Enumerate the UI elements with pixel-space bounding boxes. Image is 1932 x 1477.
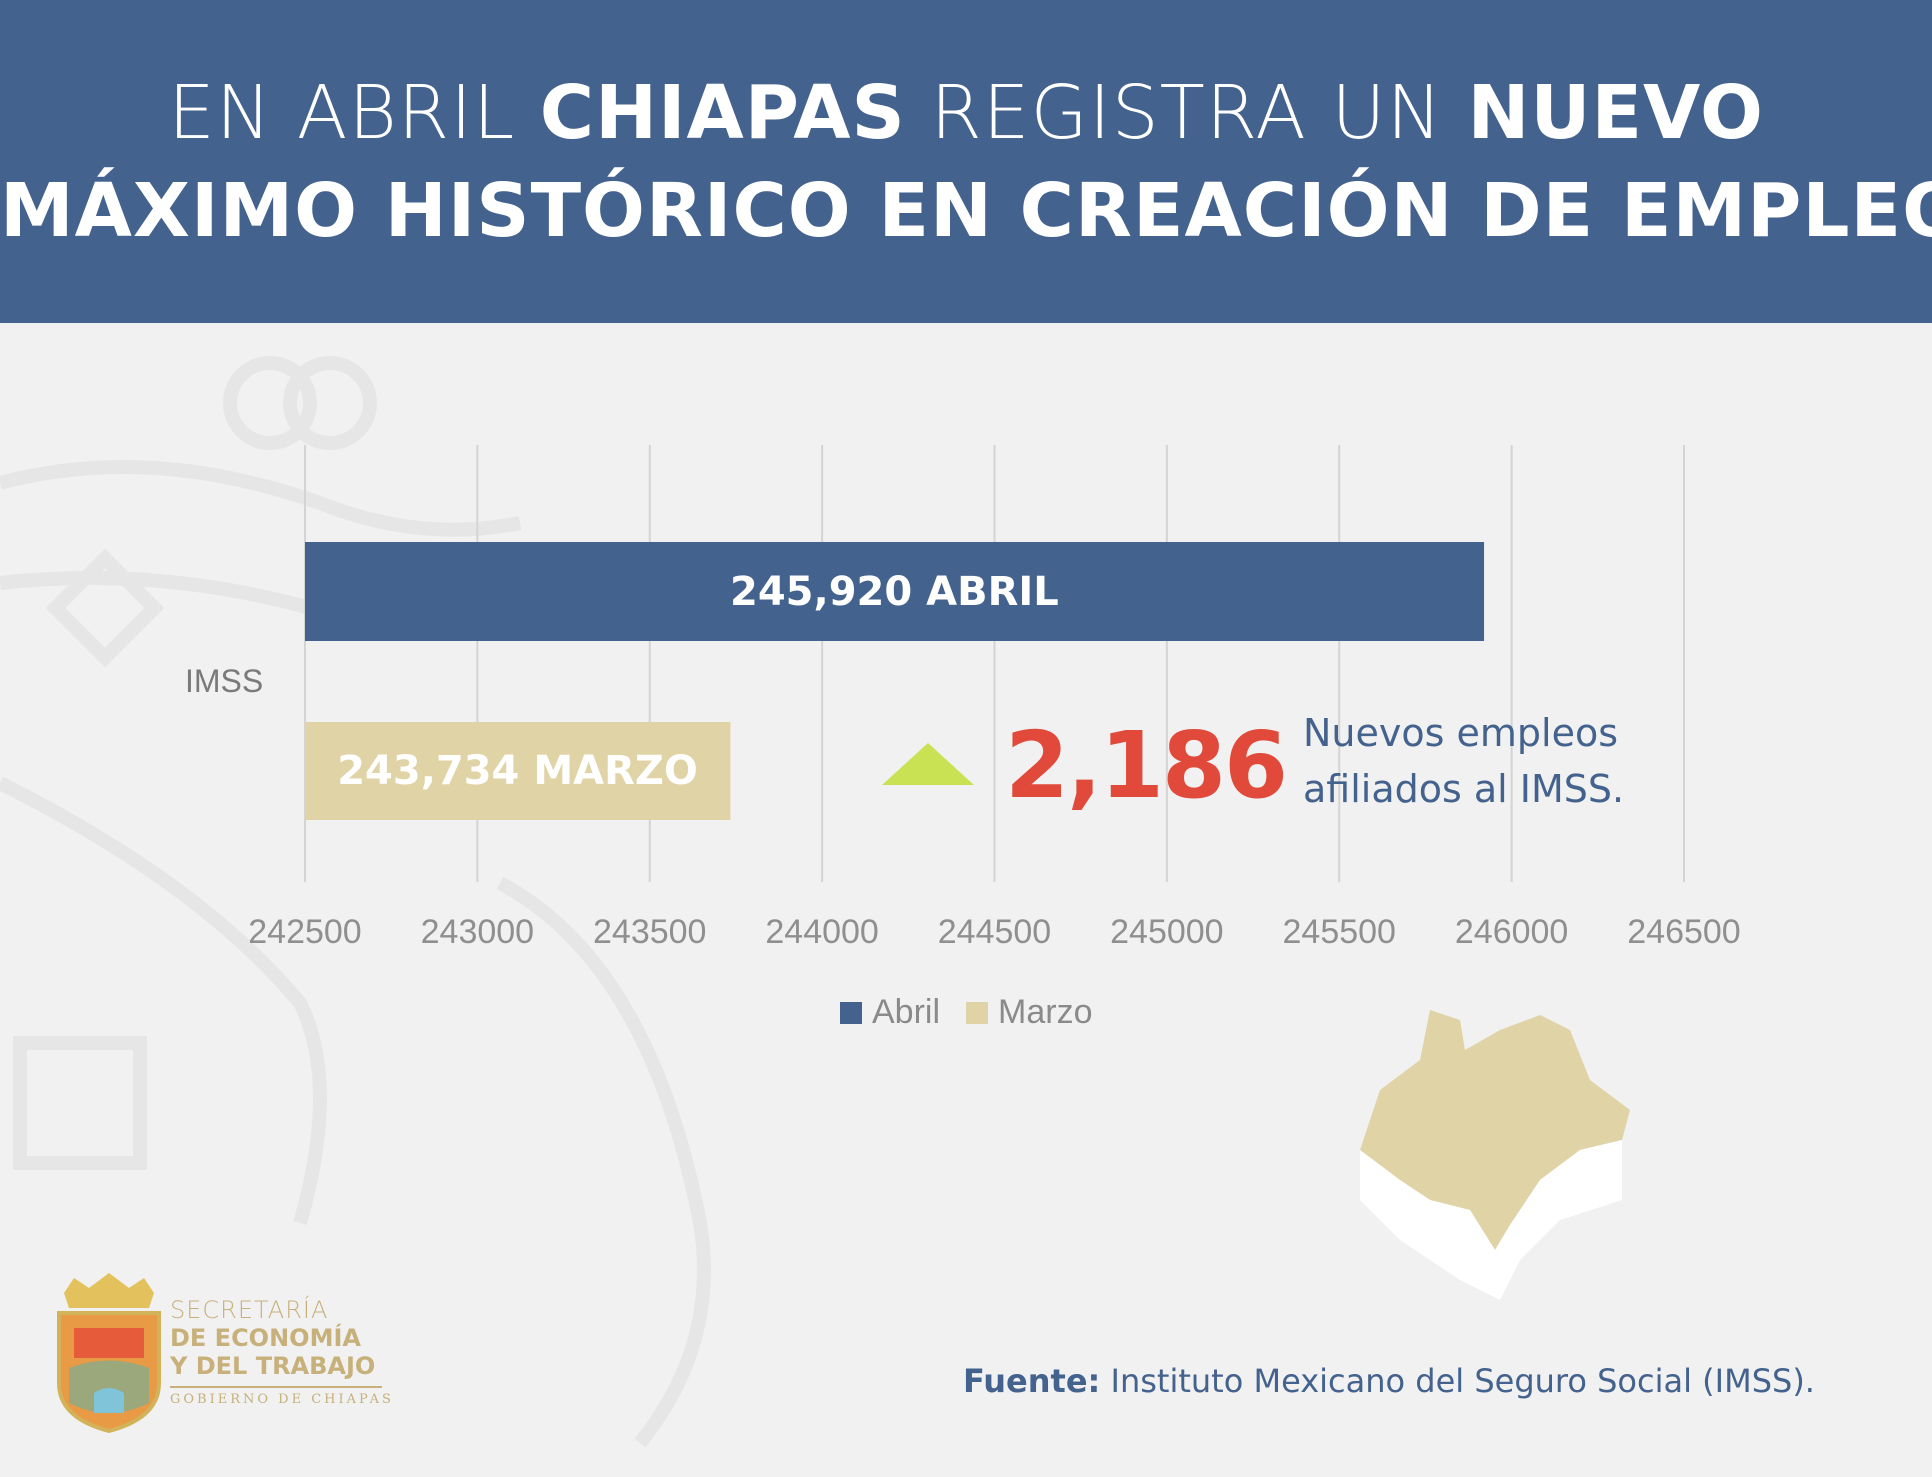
secretaria-logo-text: SECRETARÍA DE ECONOMÍA Y DEL TRABAJO GOB… xyxy=(170,1296,394,1407)
x-tick-label: 246500 xyxy=(1627,913,1740,951)
logo-line-1: SECRETARÍA xyxy=(170,1296,329,1324)
new-jobs-value: 2,186 xyxy=(1005,712,1288,819)
bar-data-label-marzo: 243,734 MARZO xyxy=(337,748,698,794)
header-banner: EN ABRIL CHIAPAS REGISTRA UN NUEVO MÁXIM… xyxy=(0,0,1932,323)
source-note: Fuente: Instituto Mexicano del Seguro So… xyxy=(963,1362,1815,1400)
legend-swatch-abril xyxy=(840,1001,862,1024)
x-tick-label: 246000 xyxy=(1455,913,1568,951)
x-axis-ticks: 242500 243000 243500 244000 244500 245000 2455… xyxy=(248,913,1740,951)
x-tick-label: 244000 xyxy=(765,913,878,951)
logo-line-2: DE ECONOMÍA xyxy=(170,1324,361,1352)
x-tick-label: 244500 xyxy=(938,913,1051,951)
legend-label-abril: Abril xyxy=(872,993,941,1031)
bar-data-label-abril: 245,920 ABRIL xyxy=(730,568,1059,615)
description-line-1: Nuevos empleos xyxy=(1303,711,1619,755)
description-line-2: afiliados al IMSS. xyxy=(1303,767,1625,811)
y-category-label: IMSS xyxy=(185,663,264,699)
logo-line-4: GOBIERNO DE CHIAPAS xyxy=(170,1392,394,1407)
new-jobs-description: Nuevos empleos afiliados al IMSS. xyxy=(1303,705,1723,817)
legend-label-marzo: Marzo xyxy=(998,993,1093,1031)
legend-item-abril: Abril xyxy=(840,993,940,1032)
chiapas-coat-of-arms-logo xyxy=(57,1273,161,1433)
title-line-1: EN ABRIL CHIAPAS REGISTRA UN NUEVO xyxy=(168,70,1764,156)
x-tick-label: 245000 xyxy=(1110,913,1223,951)
x-tick-label: 243500 xyxy=(593,913,706,951)
bar-marzo xyxy=(305,722,731,820)
x-tick-label: 242500 xyxy=(248,913,361,951)
title-line-2: MÁXIMO HISTÓRICO EN CREACIÓN DE EMPLEOS xyxy=(0,168,1932,254)
chart-bars xyxy=(305,542,1485,820)
x-tick-label: 245500 xyxy=(1283,913,1396,951)
bar-abril xyxy=(305,542,1485,641)
logo-line-3: Y DEL TRABAJO xyxy=(170,1352,376,1380)
legend-swatch-marzo xyxy=(966,1001,989,1024)
legend-item-marzo: Marzo xyxy=(966,993,1093,1032)
source-text: Instituto Mexicano del Seguro Social (IM… xyxy=(1100,1362,1815,1400)
background-watermark xyxy=(0,356,711,1448)
up-triangle-icon xyxy=(882,743,974,785)
source-prefix: Fuente: xyxy=(963,1362,1101,1400)
chart-legend: Abril Marzo xyxy=(840,993,1093,1032)
chiapas-map-icon xyxy=(1360,1010,1630,1300)
x-tick-label: 243000 xyxy=(421,913,534,951)
logo-divider xyxy=(170,1386,382,1388)
